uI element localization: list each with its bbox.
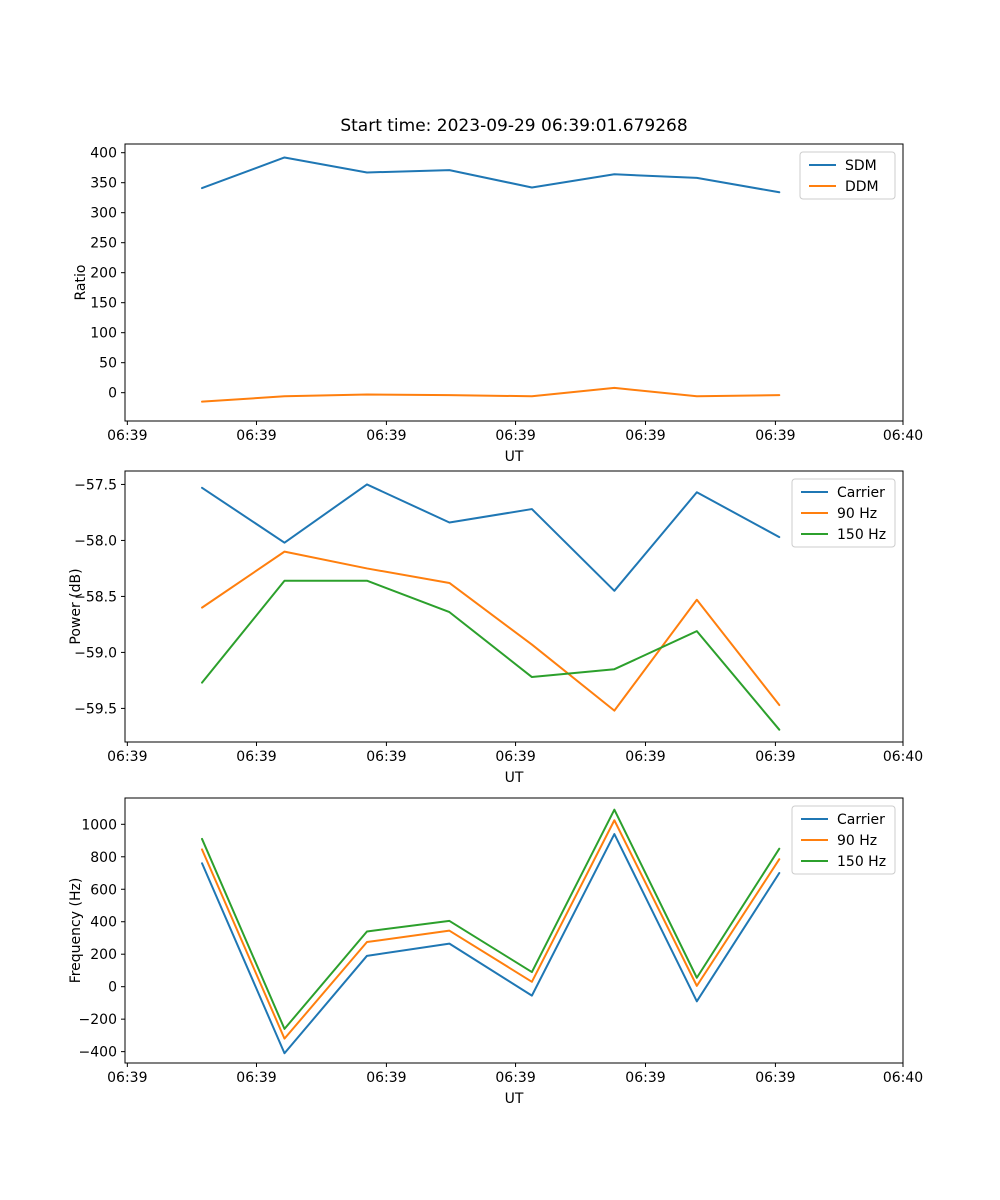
y-tick-label: 0 <box>108 980 117 996</box>
series-line-ddm <box>201 386 781 403</box>
series-line-90-hz <box>201 819 781 1040</box>
x-axis-label: UT <box>505 449 524 465</box>
y-tick-label: 350 <box>90 176 117 192</box>
chart-2: −400 −200 0 200 400 600 800 1000 06:39 06:39 06:39… <box>68 797 923 1107</box>
x-tick-label: 06:39 <box>755 428 795 444</box>
legend-label-150-hz: 150 Hz <box>837 527 886 543</box>
x-axis-label: UT <box>505 1091 524 1107</box>
series-line-sdm <box>201 156 781 194</box>
y-tick-label: −400 <box>79 1045 117 1061</box>
x-tick-label: 06:39 <box>107 1070 147 1086</box>
y-tick-label: 800 <box>90 850 117 866</box>
axes-frame <box>124 143 904 422</box>
y-axis-label: Ratio <box>73 265 89 301</box>
y-tick-label: −59.5 <box>74 701 117 717</box>
y-tick-label: −200 <box>79 1012 117 1028</box>
y-tick-label: 100 <box>90 326 117 342</box>
y-tick-label: 200 <box>90 947 117 963</box>
x-tick-label: 06:39 <box>236 749 276 765</box>
x-tick-label: 06:40 <box>883 1070 923 1086</box>
legend-box <box>791 478 896 548</box>
y-axis-label: Frequency (Hz) <box>68 878 84 984</box>
y-tick-label: −59.0 <box>74 645 117 661</box>
x-tick-label: 06:39 <box>495 749 535 765</box>
x-tick-label: 06:39 <box>625 428 665 444</box>
legend-label-sdm: SDM <box>845 158 877 174</box>
y-tick-label: 300 <box>90 206 117 222</box>
y-tick-label: 1000 <box>81 817 117 833</box>
y-tick-label: 50 <box>99 356 117 372</box>
x-tick-label: 06:39 <box>236 1070 276 1086</box>
axes-frame <box>124 470 904 743</box>
series-line-150-hz <box>201 579 781 731</box>
legend-box <box>791 805 896 875</box>
legend-label-150-hz: 150 Hz <box>837 854 886 870</box>
x-axis-label: UT <box>505 770 524 786</box>
y-tick-label: 200 <box>90 266 117 282</box>
y-tick-label: 0 <box>108 386 117 402</box>
series-line-150-hz <box>201 808 781 1030</box>
y-tick-label: 250 <box>90 236 117 252</box>
legend-label-ddm: DDM <box>845 179 879 195</box>
x-tick-label: 06:39 <box>107 428 147 444</box>
legend: SDM DDM <box>799 151 896 200</box>
x-tick-label: 06:39 <box>755 1070 795 1086</box>
x-tick-label: 06:39 <box>107 749 147 765</box>
legend-label-carrier: Carrier <box>837 812 885 828</box>
y-axis-label: Power (dB) <box>68 568 84 644</box>
y-tick-label: −58.0 <box>74 533 117 549</box>
legend-label-90-hz: 90 Hz <box>837 833 877 849</box>
y-tick-label: −58.5 <box>74 589 117 605</box>
x-tick-label: 06:39 <box>236 428 276 444</box>
x-tick-label: 06:40 <box>883 428 923 444</box>
x-tick-label: 06:39 <box>495 1070 535 1086</box>
series-line-carrier <box>201 483 781 592</box>
figure-title: Start time: 2023-09-29 06:39:01.679268 <box>340 116 688 136</box>
chart-0: 0 50 100 150 200 250 300 350 400 06:39 06:39 06:39 0… <box>73 143 923 465</box>
x-tick-label: 06:39 <box>366 1070 406 1086</box>
x-tick-label: 06:39 <box>625 1070 665 1086</box>
legend-box <box>799 151 896 200</box>
x-tick-label: 06:39 <box>625 749 665 765</box>
legend-label-carrier: Carrier <box>837 485 885 501</box>
series-line-90-hz <box>201 550 781 712</box>
y-tick-label: 400 <box>90 146 117 162</box>
legend: Carrier 90 Hz 150 Hz <box>791 805 896 875</box>
axes-frame <box>124 797 904 1064</box>
y-tick-label: 600 <box>90 882 117 898</box>
x-tick-label: 06:39 <box>366 749 406 765</box>
y-tick-label: −57.5 <box>74 477 117 493</box>
legend: Carrier 90 Hz 150 Hz <box>791 478 896 548</box>
x-tick-label: 06:39 <box>495 428 535 444</box>
x-tick-label: 06:39 <box>755 749 795 765</box>
x-tick-label: 06:39 <box>366 428 406 444</box>
series-line-carrier <box>201 833 781 1055</box>
x-tick-label: 06:40 <box>883 749 923 765</box>
y-tick-label: 400 <box>90 915 117 931</box>
y-tick-label: 150 <box>90 296 117 312</box>
chart-1: −57.5 −58.0 −58.5 −59.0 −59.5 06:39 06:39 06:39… <box>68 470 923 786</box>
legend-label-90-hz: 90 Hz <box>837 506 877 522</box>
